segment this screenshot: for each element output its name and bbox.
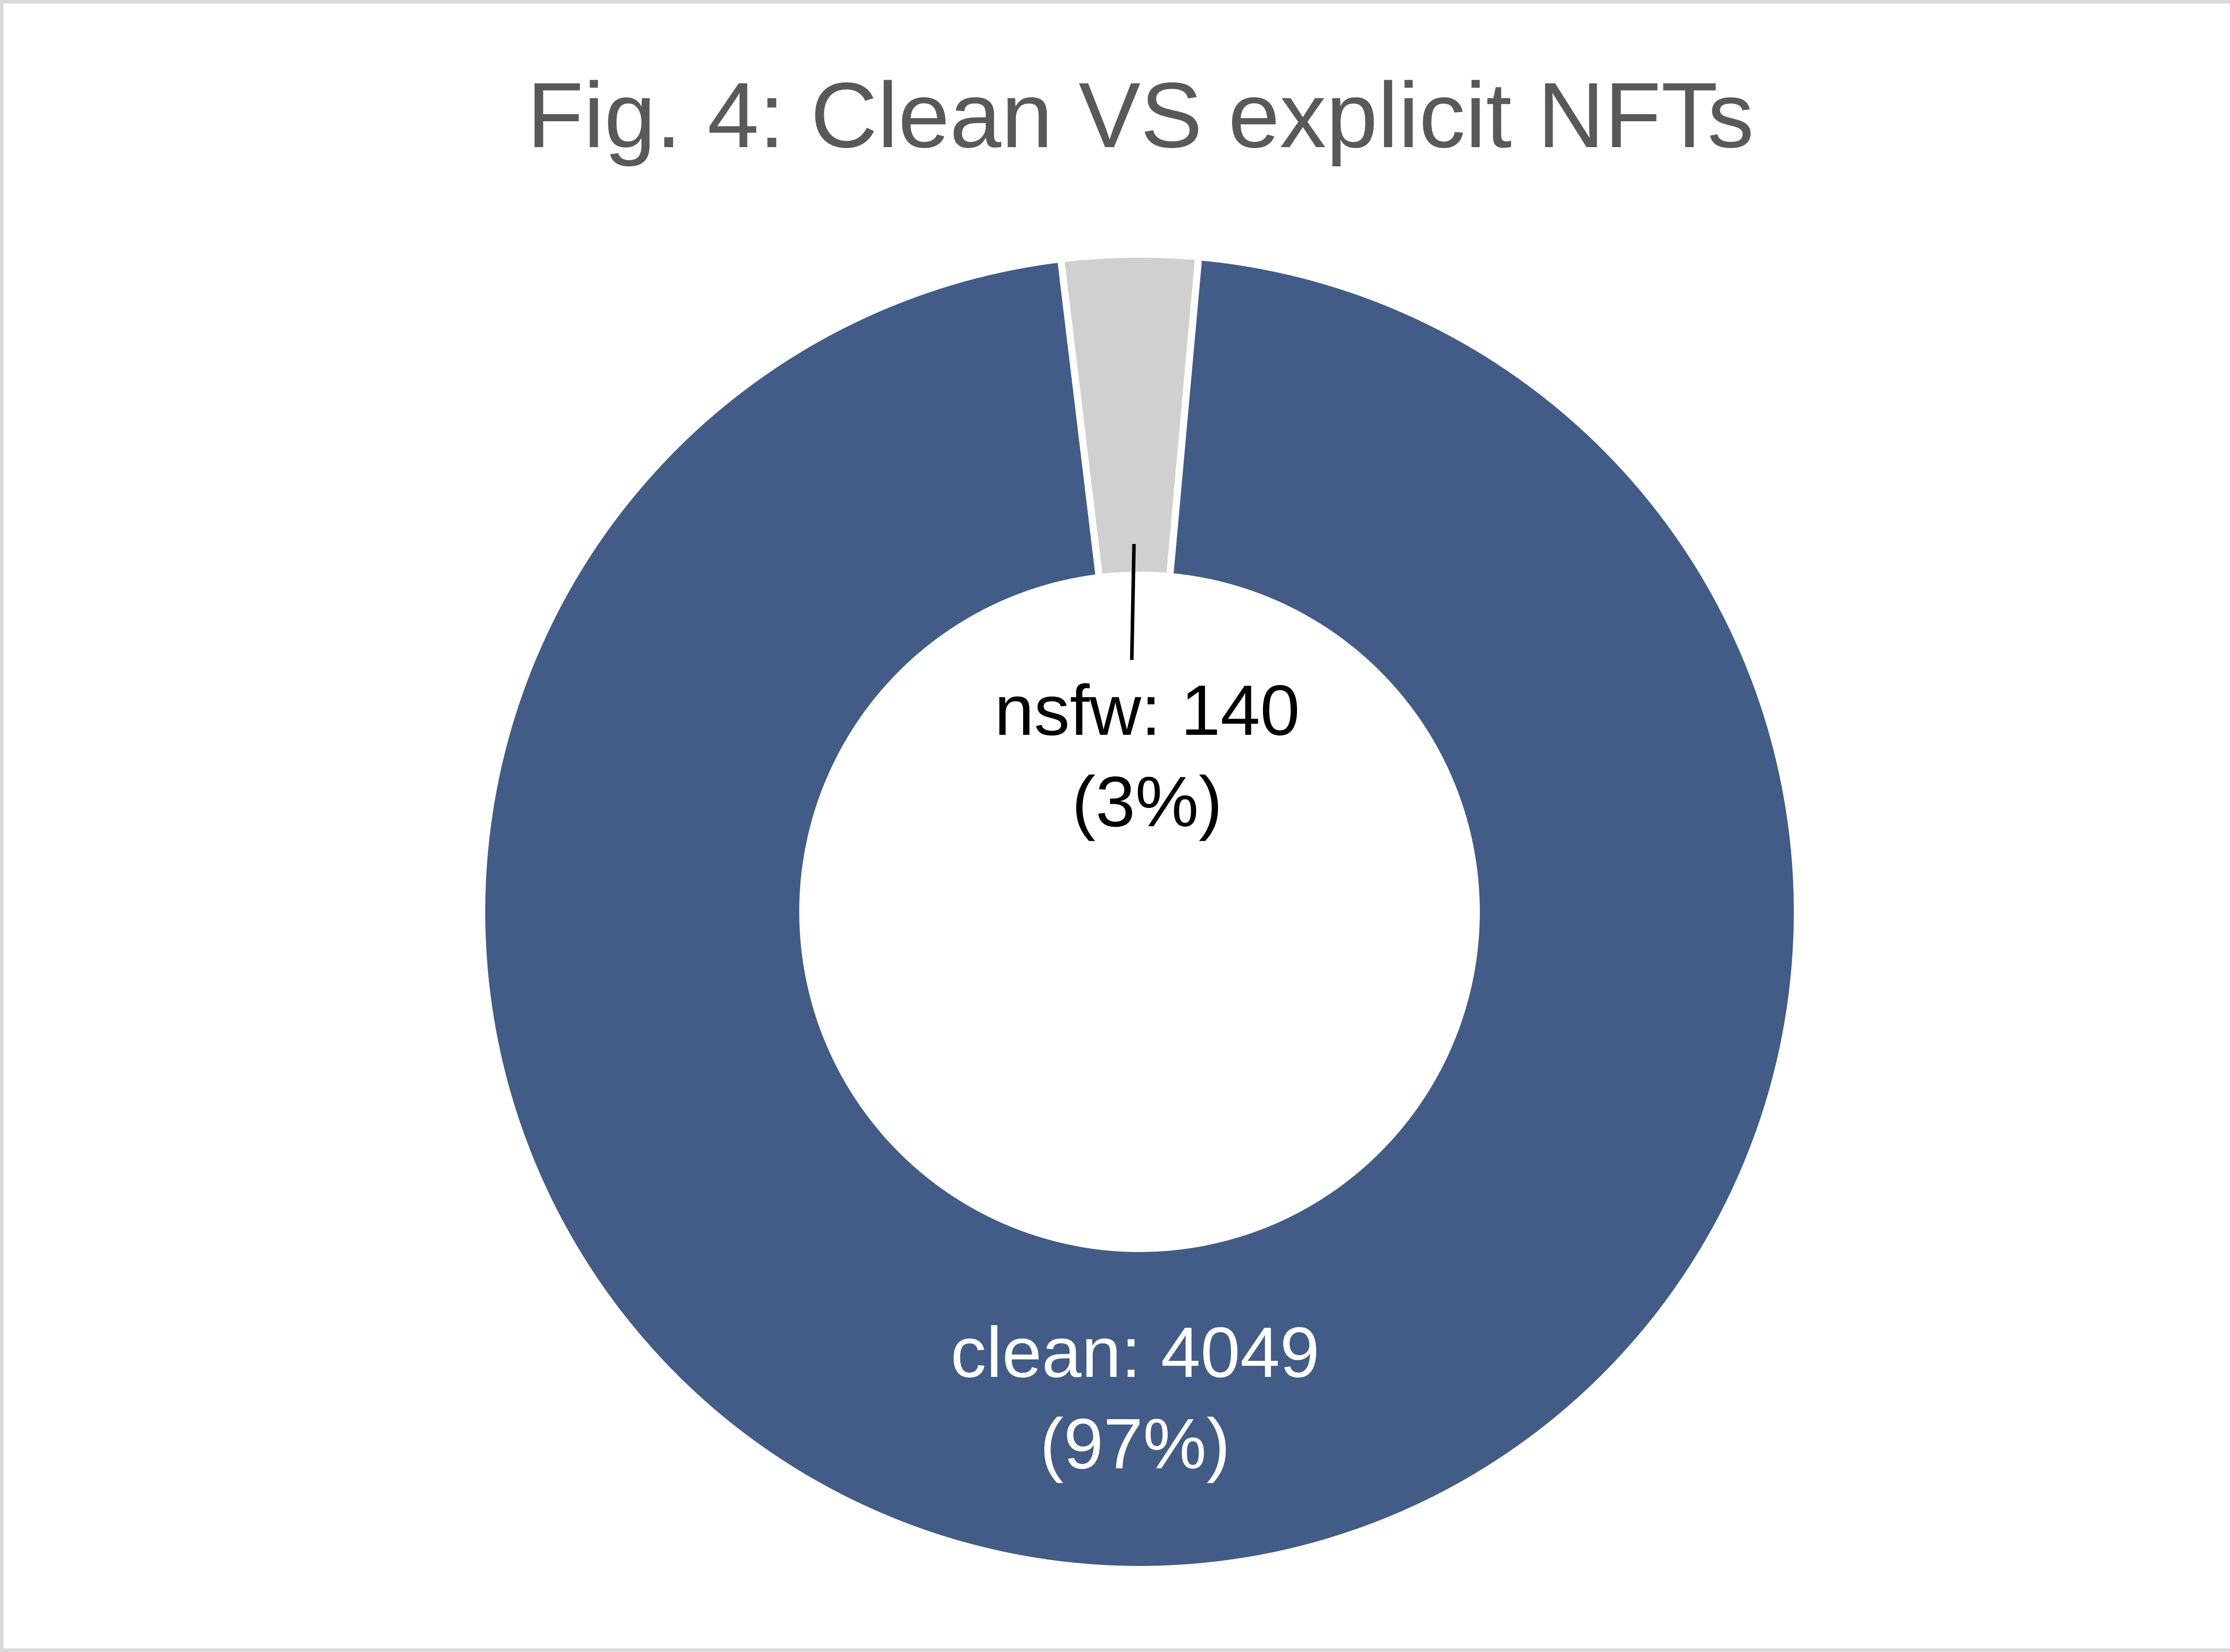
doughnut-slices <box>478 251 1801 1573</box>
data-label-percent-nsfw: (3%) <box>1072 762 1222 841</box>
data-labels: nsfw: 140 (3%) clean: 4049 (97%) <box>950 544 1320 1483</box>
chart-title: Fig. 4: Clean VS explicit NFTs <box>527 64 1754 167</box>
data-label-percent-clean: (97%) <box>1040 1404 1231 1483</box>
slice-clean <box>478 253 1801 1573</box>
leader-line-nsfw <box>1130 544 1136 660</box>
data-label-clean: clean: 4049 <box>950 1312 1319 1392</box>
data-label-nsfw: nsfw: 140 <box>995 670 1300 750</box>
